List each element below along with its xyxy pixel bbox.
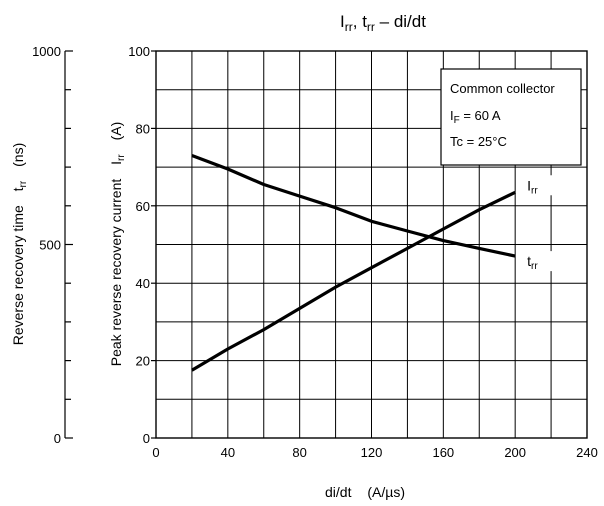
x-tick-label: 240 (576, 445, 598, 460)
x-tick-label: 80 (292, 445, 306, 460)
series-label-sub: rr (531, 261, 538, 272)
y-inner-tick-label: 100 (128, 44, 150, 59)
x-axis-label: di/dt (A/µs) (325, 484, 405, 500)
chart-title-sep-sub: rr (367, 20, 375, 34)
chart-title: Irr, trr – di/dt (340, 12, 426, 34)
y-axis-outer-label-unit: (ns) (10, 143, 26, 167)
x-tick-label: 0 (152, 445, 159, 460)
x-tick-label: 200 (504, 445, 526, 460)
y-axis-outer-label-name: Reverse recovery time (10, 205, 26, 345)
x-axis-label-name: di/dt (325, 484, 352, 500)
y-inner-tick-label: 80 (136, 121, 150, 136)
chart-title-sep: , t (353, 12, 367, 31)
y-outer-tick-label: 500 (39, 238, 61, 253)
annotation-line-3: Tc = 25°C (450, 134, 507, 149)
condition-annotation: Common collector IF = 60 A Tc = 25°C (441, 69, 581, 165)
y-outer-tick-label: 1000 (32, 44, 61, 59)
y-inner-tick-label: 0 (143, 431, 150, 446)
chart-title-main-sub: rr (345, 20, 353, 34)
series-line-0 (192, 192, 515, 370)
annotation-line-2-rest: = 60 A (460, 108, 501, 123)
y-outer-tick-label: 0 (54, 431, 61, 446)
x-axis-label-unit: (A/µs) (367, 484, 405, 500)
x-tick-label: 160 (432, 445, 454, 460)
y-axis-inner-label-unit: (A) (108, 122, 124, 141)
x-tick-label: 40 (221, 445, 235, 460)
y-inner-tick-label: 20 (136, 354, 150, 369)
chart-title-suffix: – di/dt (375, 12, 426, 31)
y-axis-inner-label-name: Peak reverse recovery current (108, 179, 124, 367)
y-inner-tick-label: 40 (136, 276, 150, 291)
y-inner-tick-label: 60 (136, 199, 150, 214)
y-axis-inner-label: Peak reverse recovery current Irr (A) (108, 122, 127, 367)
series-label-sub: rr (531, 185, 538, 196)
y-axis-outer-label: Reverse recovery time trr (ns) (10, 143, 29, 346)
annotation-line-1: Common collector (450, 81, 555, 96)
y-axis-inner-label-symbol-sub: rr (116, 154, 127, 161)
y-axis-outer-label-symbol-sub: rr (18, 180, 29, 187)
x-tick-label: 120 (361, 445, 383, 460)
